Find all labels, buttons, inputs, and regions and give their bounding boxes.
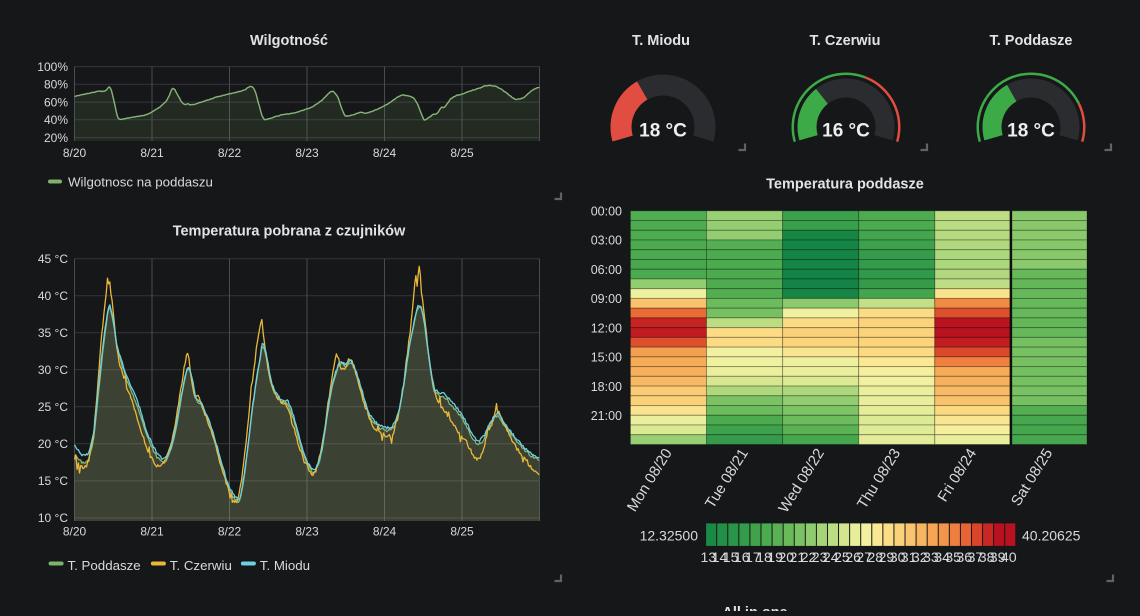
svg-text:T. Poddasze: T. Poddasze	[68, 558, 141, 573]
svg-text:15 °C: 15 °C	[38, 474, 68, 488]
svg-text:30 °C: 30 °C	[38, 363, 68, 377]
svg-text:8/24: 8/24	[373, 525, 397, 539]
svg-text:T. Poddasze: T. Poddasze	[990, 33, 1073, 49]
svg-text:12:00: 12:00	[591, 321, 622, 335]
svg-text:18 °C: 18 °C	[1007, 121, 1055, 142]
svg-text:40 °C: 40 °C	[38, 289, 68, 303]
svg-text:8/23: 8/23	[295, 525, 319, 539]
svg-text:26: 26	[845, 550, 861, 566]
svg-text:12.32500: 12.32500	[640, 528, 699, 544]
svg-text:38: 38	[979, 550, 995, 566]
svg-text:21:00: 21:00	[591, 409, 622, 423]
svg-text:30: 30	[890, 550, 906, 566]
svg-text:36: 36	[956, 550, 972, 566]
svg-text:T. Miodu: T. Miodu	[632, 33, 690, 49]
svg-text:Wilgotnosc na poddaszu: Wilgotnosc na poddaszu	[68, 175, 213, 190]
svg-text:8/20: 8/20	[63, 146, 87, 160]
svg-text:31: 31	[901, 550, 917, 566]
svg-text:8/20: 8/20	[63, 525, 87, 539]
svg-text:13: 13	[701, 550, 717, 566]
svg-text:21: 21	[790, 550, 806, 566]
svg-text:09:00: 09:00	[591, 292, 622, 306]
svg-text:45 °C: 45 °C	[38, 252, 68, 266]
svg-text:00:00: 00:00	[591, 205, 622, 219]
svg-text:T. Czerwiu: T. Czerwiu	[170, 558, 232, 573]
svg-text:24: 24	[823, 550, 839, 566]
svg-text:27: 27	[856, 550, 872, 566]
svg-text:35: 35	[945, 550, 961, 566]
svg-text:17: 17	[745, 550, 761, 566]
svg-text:100%: 100%	[37, 60, 68, 74]
svg-text:16: 16	[734, 550, 750, 566]
svg-text:03:00: 03:00	[591, 234, 622, 248]
svg-text:23: 23	[812, 550, 828, 566]
svg-text:18 °C: 18 °C	[639, 121, 687, 142]
svg-text:18: 18	[756, 550, 772, 566]
svg-text:Temperatura poddasze: Temperatura poddasze	[766, 177, 924, 193]
svg-text:25 °C: 25 °C	[38, 400, 68, 414]
svg-text:8/21: 8/21	[140, 525, 164, 539]
svg-text:34: 34	[934, 550, 950, 566]
svg-text:Wilgotność: Wilgotność	[250, 33, 328, 49]
svg-text:20%: 20%	[44, 131, 68, 145]
svg-text:8/22: 8/22	[218, 525, 242, 539]
svg-text:06:00: 06:00	[591, 263, 622, 277]
svg-text:All in one: All in one	[722, 605, 787, 611]
svg-text:40.20625: 40.20625	[1022, 528, 1081, 544]
svg-text:8/23: 8/23	[295, 146, 319, 160]
svg-text:15: 15	[723, 550, 739, 566]
svg-text:15:00: 15:00	[591, 351, 622, 365]
svg-text:40: 40	[1001, 550, 1017, 566]
svg-text:32: 32	[912, 550, 928, 566]
svg-text:22: 22	[801, 550, 817, 566]
svg-text:28: 28	[867, 550, 883, 566]
svg-text:14: 14	[712, 550, 728, 566]
svg-text:40%: 40%	[44, 113, 68, 127]
svg-text:20 °C: 20 °C	[38, 437, 68, 451]
svg-text:25: 25	[834, 550, 850, 566]
svg-text:60%: 60%	[44, 95, 68, 109]
svg-text:Temperatura pobrana z czujnikó: Temperatura pobrana z czujników	[173, 224, 406, 240]
svg-text:20: 20	[778, 550, 794, 566]
svg-text:8/21: 8/21	[140, 146, 164, 160]
svg-text:29: 29	[879, 550, 895, 566]
svg-text:8/25: 8/25	[450, 525, 474, 539]
svg-text:T. Miodu: T. Miodu	[260, 558, 310, 573]
svg-text:8/22: 8/22	[218, 146, 242, 160]
svg-text:18:00: 18:00	[591, 380, 622, 394]
svg-text:T. Czerwiu: T. Czerwiu	[810, 33, 881, 49]
svg-text:37: 37	[968, 550, 984, 566]
svg-text:8/25: 8/25	[450, 146, 474, 160]
svg-text:35 °C: 35 °C	[38, 326, 68, 340]
svg-text:8/24: 8/24	[373, 146, 397, 160]
svg-text:19: 19	[767, 550, 783, 566]
svg-text:39: 39	[990, 550, 1006, 566]
svg-text:33: 33	[923, 550, 939, 566]
svg-text:80%: 80%	[44, 78, 68, 92]
svg-text:10 °C: 10 °C	[38, 511, 68, 525]
svg-text:16 °C: 16 °C	[822, 121, 870, 142]
